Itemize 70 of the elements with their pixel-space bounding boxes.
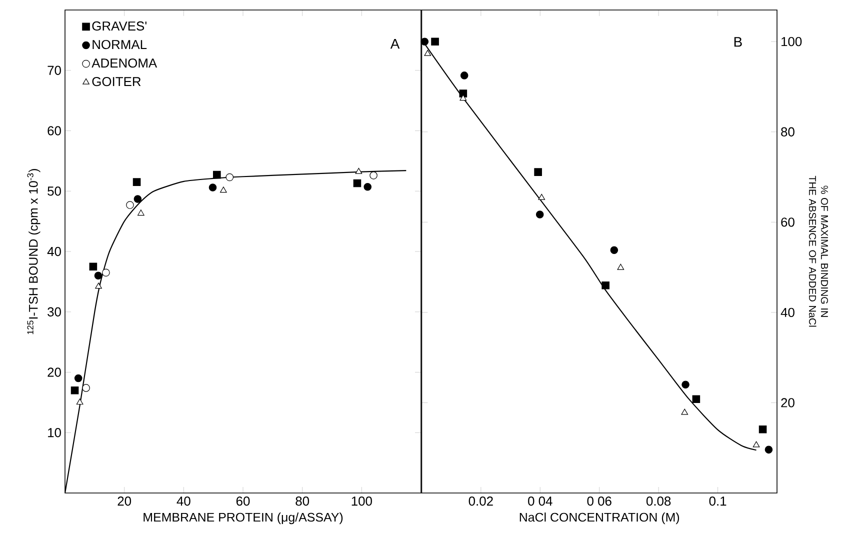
y-tick-label: 20 xyxy=(781,398,794,408)
y-tick-label: 40 xyxy=(47,246,61,256)
point xyxy=(692,395,700,404)
x-tick-label: 80 xyxy=(296,496,310,506)
point xyxy=(534,168,542,176)
x-tick-label: 0 06 xyxy=(587,496,612,506)
point xyxy=(226,173,234,182)
y-tick-label: 10 xyxy=(48,428,61,438)
point xyxy=(89,262,98,270)
point xyxy=(460,72,468,80)
legend-label: GOITER xyxy=(92,76,141,86)
point xyxy=(610,246,618,254)
point xyxy=(602,281,610,290)
point xyxy=(538,194,546,200)
y-tick-label: 60 xyxy=(48,126,61,136)
y-axis-title: $^{125}$I-TSH BOUND (cpm x 10$^{-3}$) xyxy=(27,169,40,334)
point xyxy=(220,186,227,193)
point xyxy=(102,268,110,277)
x-tick-label: 100 xyxy=(352,496,372,506)
y-tick-label: 100 xyxy=(782,37,802,46)
point xyxy=(459,90,468,98)
y-tick-label: 70 xyxy=(48,66,61,75)
point xyxy=(536,210,544,218)
x-tick-label: 0.1 xyxy=(709,496,726,506)
point xyxy=(134,195,142,203)
y-tick-label: 80 xyxy=(781,127,794,136)
y-tick-label: 60 xyxy=(781,218,794,227)
point xyxy=(682,380,690,389)
point xyxy=(764,446,773,454)
x-tick-label: 0.02 xyxy=(468,496,493,506)
point xyxy=(94,272,102,280)
annotation: B xyxy=(734,37,742,47)
y-tick-label: 20 xyxy=(48,368,61,377)
point xyxy=(76,398,84,405)
point xyxy=(74,374,82,382)
x-tick-label: 0 04 xyxy=(528,496,552,506)
y-axis-title: % OF MAXIMAL BINDING IN THE ABSENCE OF ADDED NaCl xyxy=(808,176,828,327)
point xyxy=(364,183,372,191)
point xyxy=(82,384,90,392)
x-tick-label: 40 xyxy=(176,496,190,506)
y-tick-label: 50 xyxy=(48,186,61,196)
point xyxy=(420,38,429,46)
x-tick-label: 0.08 xyxy=(646,496,671,506)
x-tick-label: 20 xyxy=(118,496,132,506)
point xyxy=(758,425,767,434)
point xyxy=(460,94,467,101)
point xyxy=(95,282,102,289)
point xyxy=(132,178,141,186)
y-tick-label: 30 xyxy=(48,307,61,316)
legend-label: NORMAL xyxy=(92,40,147,50)
annotation: A xyxy=(390,39,400,49)
legend-label: ADENOMA xyxy=(92,58,158,68)
x-axis-title: NaCl CONCENTRATION (M) xyxy=(520,512,680,524)
point xyxy=(353,179,362,188)
x-axis-title: MEMBRANE PROTEIN (μg/ASSAY) xyxy=(144,512,343,524)
point xyxy=(126,201,134,209)
point xyxy=(617,264,624,270)
point xyxy=(355,168,362,174)
point xyxy=(681,408,688,415)
point xyxy=(370,172,378,180)
point xyxy=(212,170,221,179)
point xyxy=(431,38,439,46)
legend-label: GRAVES' xyxy=(92,21,146,31)
point xyxy=(424,50,432,56)
point xyxy=(70,386,79,394)
x-tick-label: 60 xyxy=(236,496,250,506)
y-tick-label: 40 xyxy=(780,308,794,318)
point xyxy=(138,210,144,216)
point xyxy=(208,184,217,192)
point xyxy=(752,441,760,448)
